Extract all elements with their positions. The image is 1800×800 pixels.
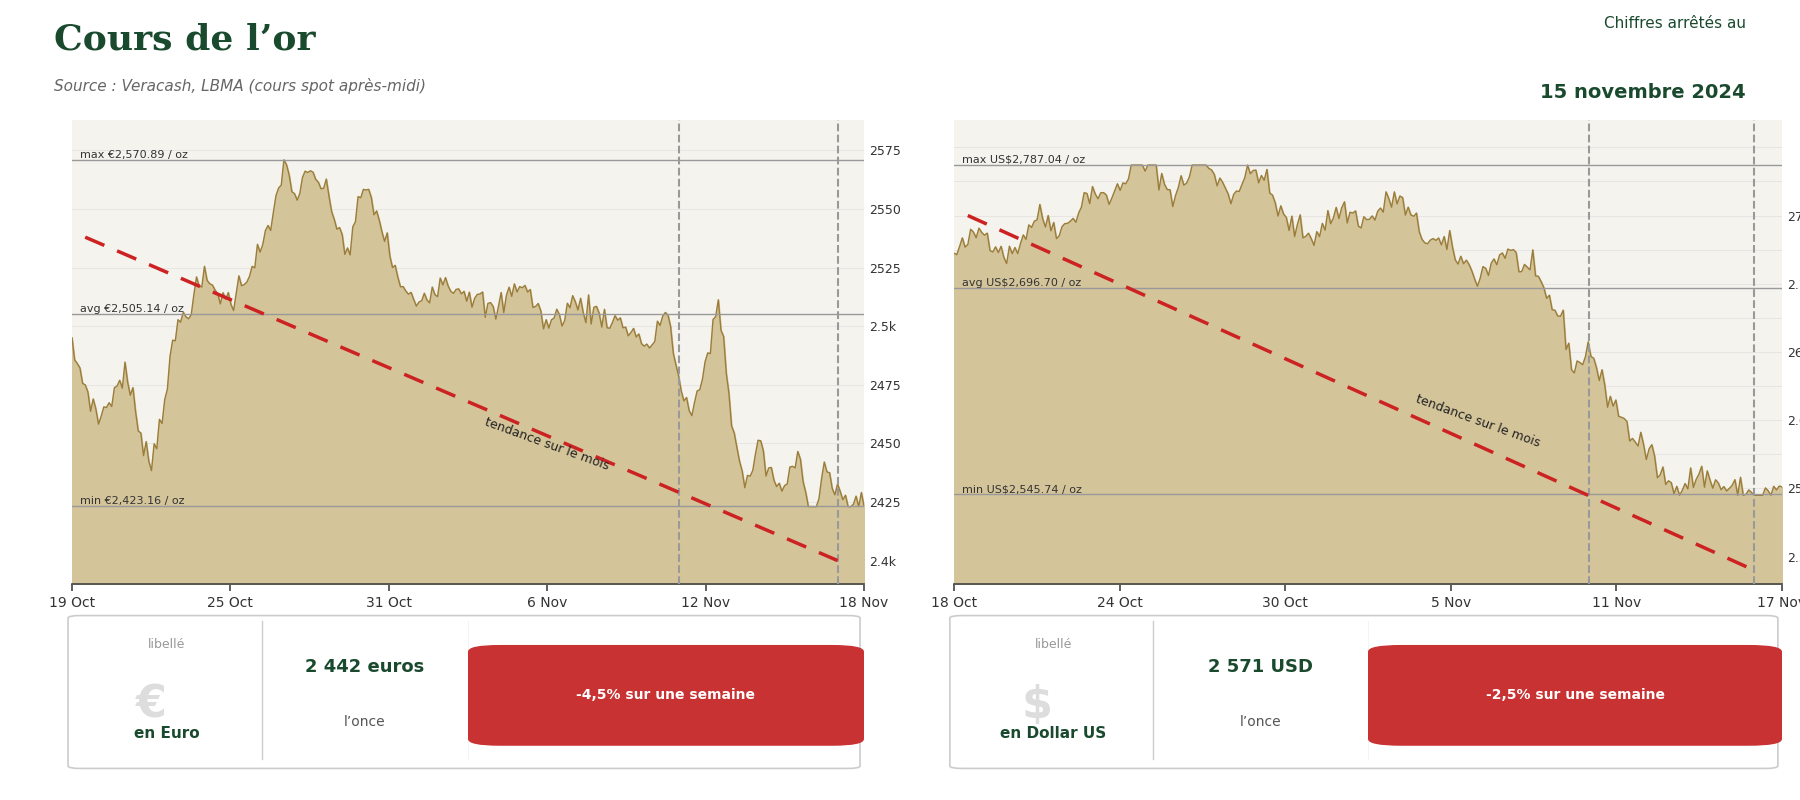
Text: max US$2,787.04 / oz: max US$2,787.04 / oz [963, 155, 1085, 165]
Text: l’once: l’once [344, 715, 385, 730]
Text: en Dollar US: en Dollar US [1001, 726, 1107, 742]
FancyBboxPatch shape [950, 615, 1778, 769]
Text: en Euro: en Euro [135, 726, 200, 742]
Text: -4,5% sur une semaine: -4,5% sur une semaine [576, 688, 756, 702]
Text: libellé: libellé [148, 638, 185, 651]
Text: 15 novembre 2024: 15 novembre 2024 [1541, 83, 1746, 102]
FancyBboxPatch shape [468, 645, 864, 746]
Text: tendance sur le mois: tendance sur le mois [482, 415, 612, 473]
Text: max €2,570.89 / oz: max €2,570.89 / oz [79, 150, 187, 160]
Text: Chiffres arrêtés au: Chiffres arrêtés au [1604, 15, 1746, 30]
Text: min US$2,545.74 / oz: min US$2,545.74 / oz [963, 484, 1082, 494]
Text: €: € [135, 684, 167, 727]
FancyBboxPatch shape [68, 615, 860, 769]
Text: min €2,423.16 / oz: min €2,423.16 / oz [79, 496, 184, 506]
Text: Source : Veracash, LBMA (cours spot après-midi): Source : Veracash, LBMA (cours spot aprè… [54, 78, 427, 94]
Text: libellé: libellé [1035, 638, 1073, 651]
Text: l’once: l’once [1240, 715, 1282, 730]
Text: -2,5% sur une semaine: -2,5% sur une semaine [1485, 688, 1665, 702]
Text: Cours de l’or: Cours de l’or [54, 23, 315, 57]
Text: 2 571 USD: 2 571 USD [1208, 658, 1312, 676]
Text: 2 442 euros: 2 442 euros [306, 658, 425, 676]
Text: avg US$2,696.70 / oz: avg US$2,696.70 / oz [963, 278, 1082, 288]
Text: avg €2,505.14 / oz: avg €2,505.14 / oz [79, 304, 184, 314]
Text: tendance sur le mois: tendance sur le mois [1415, 393, 1543, 450]
FancyBboxPatch shape [1368, 645, 1782, 746]
Text: $: $ [1021, 684, 1053, 727]
